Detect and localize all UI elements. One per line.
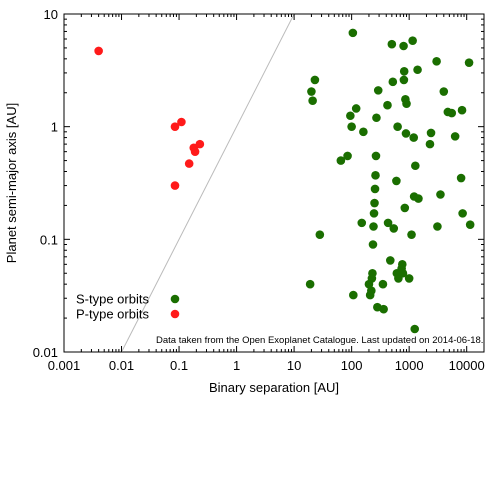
s-type-data-point	[432, 57, 441, 66]
s-type-data-point	[372, 113, 381, 123]
p-type-data-point	[184, 159, 194, 168]
x-tick-label: 10000	[449, 358, 485, 373]
x-tick-label: 0.001	[48, 358, 81, 373]
s-type-data-point	[464, 58, 474, 67]
s-type-data-point	[308, 96, 317, 106]
s-type-data-point	[426, 128, 436, 138]
s-type-data-point	[393, 122, 402, 131]
plot-frame	[63, 13, 485, 353]
s-type-data-point	[383, 100, 392, 110]
p-type-data-point	[170, 122, 180, 131]
x-tick-label: 0.01	[109, 358, 134, 373]
s-type-data-point	[357, 218, 367, 228]
s-type-data-point	[398, 260, 407, 269]
s-type-data-point	[388, 77, 398, 87]
s-type-data-point	[305, 279, 315, 289]
s-type-data-point	[369, 209, 379, 218]
x-tick-label: 1000	[395, 358, 424, 373]
data-source-annotation: Data taken from the Open Exoplanet Catal…	[156, 335, 483, 346]
y-tick-label: 10	[44, 7, 58, 22]
s-type-data-point	[383, 218, 393, 228]
p-type-legend-label: P-type orbits	[76, 307, 149, 322]
s-type-data-point	[404, 274, 414, 283]
s-type-data-point	[399, 67, 409, 76]
s-type-data-point	[315, 230, 325, 239]
x-tick-label: 100	[341, 358, 363, 373]
y-tick-label: 1	[51, 120, 58, 135]
s-type-data-point	[370, 184, 380, 194]
s-type-data-point	[399, 41, 408, 51]
s-type-data-point	[408, 36, 417, 45]
x-tick-label: 10	[287, 358, 301, 373]
p-type-data-point	[190, 147, 200, 156]
s-type-data-point	[385, 256, 395, 265]
s-type-data-point	[367, 286, 376, 296]
s-type-data-point	[378, 279, 388, 289]
s-type-data-point	[348, 28, 358, 38]
s-type-legend-label: S-type orbits	[76, 292, 149, 307]
s-type-data-point	[450, 132, 460, 141]
p-type-legend-marker	[170, 309, 180, 319]
s-type-data-point	[457, 105, 467, 115]
s-type-data-point	[346, 111, 355, 121]
s-type-data-point	[401, 129, 411, 138]
s-type-data-point	[310, 75, 320, 85]
s-type-data-point	[402, 99, 411, 108]
s-type-data-point	[414, 194, 423, 203]
s-type-data-point	[389, 224, 399, 233]
s-type-data-point	[413, 65, 422, 75]
s-type-data-point	[368, 268, 377, 278]
s-type-data-point	[370, 198, 379, 208]
p-type-data-point	[195, 139, 205, 149]
s-type-data-point	[307, 87, 316, 96]
s-type-data-point	[410, 324, 420, 334]
reference-line	[121, 14, 295, 352]
s-type-data-point	[392, 176, 401, 186]
y-tick-label: 0.1	[40, 232, 58, 247]
s-type-data-point	[351, 104, 361, 113]
s-type-data-point	[400, 203, 410, 213]
s-type-data-point	[368, 240, 378, 249]
s-type-data-point	[347, 122, 356, 131]
s-type-data-point	[425, 139, 435, 149]
x-tick-label: 0.1	[170, 358, 188, 373]
s-type-legend-marker	[170, 294, 180, 304]
s-type-data-point	[458, 209, 467, 218]
s-type-data-point	[373, 86, 383, 95]
s-type-data-point	[409, 133, 419, 142]
s-type-data-point	[407, 230, 416, 239]
p-type-data-point	[170, 181, 180, 190]
s-type-data-point	[371, 151, 381, 161]
x-axis-label: Binary separation [AU]	[209, 380, 339, 395]
s-type-data-point	[433, 222, 442, 231]
p-type-data-point	[94, 46, 103, 56]
p-type-data-point	[177, 117, 186, 127]
s-type-data-point	[371, 171, 380, 180]
y-axis-label: Planet semi-major axis [AU]	[4, 103, 19, 263]
s-type-data-point	[336, 156, 346, 165]
x-tick-label: 1	[233, 358, 240, 373]
y-tick-label: 0.01	[33, 345, 58, 360]
s-type-data-point	[379, 304, 388, 314]
s-type-data-point	[369, 222, 378, 231]
s-type-data-point	[439, 87, 449, 96]
s-type-data-point	[398, 268, 408, 278]
s-type-data-point	[387, 39, 397, 49]
s-type-data-point	[411, 161, 420, 171]
s-type-data-point	[465, 220, 475, 229]
s-type-data-point	[359, 127, 368, 137]
s-type-data-point	[436, 190, 445, 199]
s-type-data-point	[343, 151, 352, 161]
s-type-data-point	[399, 75, 409, 85]
s-type-data-point	[349, 290, 358, 300]
s-type-data-point	[447, 108, 457, 118]
s-type-data-point	[456, 173, 466, 183]
